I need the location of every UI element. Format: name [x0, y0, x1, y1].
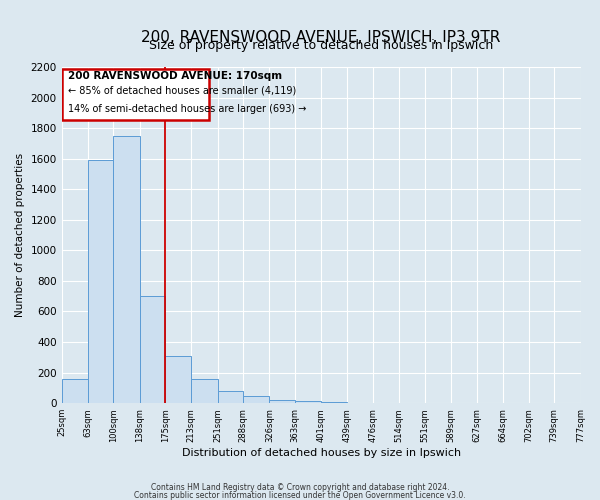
Bar: [88, 160, 113, 403]
Text: Contains public sector information licensed under the Open Government Licence v3: Contains public sector information licen…: [134, 492, 466, 500]
Bar: [191, 380, 218, 403]
Bar: [295, 401, 321, 403]
Bar: [269, 400, 295, 403]
Bar: [218, 391, 243, 403]
X-axis label: Distribution of detached houses by size in Ipswich: Distribution of detached houses by size …: [182, 448, 461, 458]
Bar: [140, 296, 165, 403]
Bar: [321, 402, 347, 403]
Text: 14% of semi-detached houses are larger (693) →: 14% of semi-detached houses are larger (…: [68, 104, 306, 114]
Bar: [243, 396, 269, 403]
Bar: [165, 356, 191, 403]
Title: 200, RAVENSWOOD AVENUE, IPSWICH, IP3 9TR: 200, RAVENSWOOD AVENUE, IPSWICH, IP3 9TR: [142, 30, 501, 45]
FancyBboxPatch shape: [62, 69, 209, 119]
Text: 200 RAVENSWOOD AVENUE: 170sqm: 200 RAVENSWOOD AVENUE: 170sqm: [68, 70, 281, 81]
Bar: [113, 136, 140, 403]
Text: Size of property relative to detached houses in Ipswich: Size of property relative to detached ho…: [149, 39, 493, 52]
Y-axis label: Number of detached properties: Number of detached properties: [15, 153, 25, 317]
Text: ← 85% of detached houses are smaller (4,119): ← 85% of detached houses are smaller (4,…: [68, 85, 296, 95]
Text: Contains HM Land Registry data © Crown copyright and database right 2024.: Contains HM Land Registry data © Crown c…: [151, 483, 449, 492]
Bar: [62, 378, 88, 403]
